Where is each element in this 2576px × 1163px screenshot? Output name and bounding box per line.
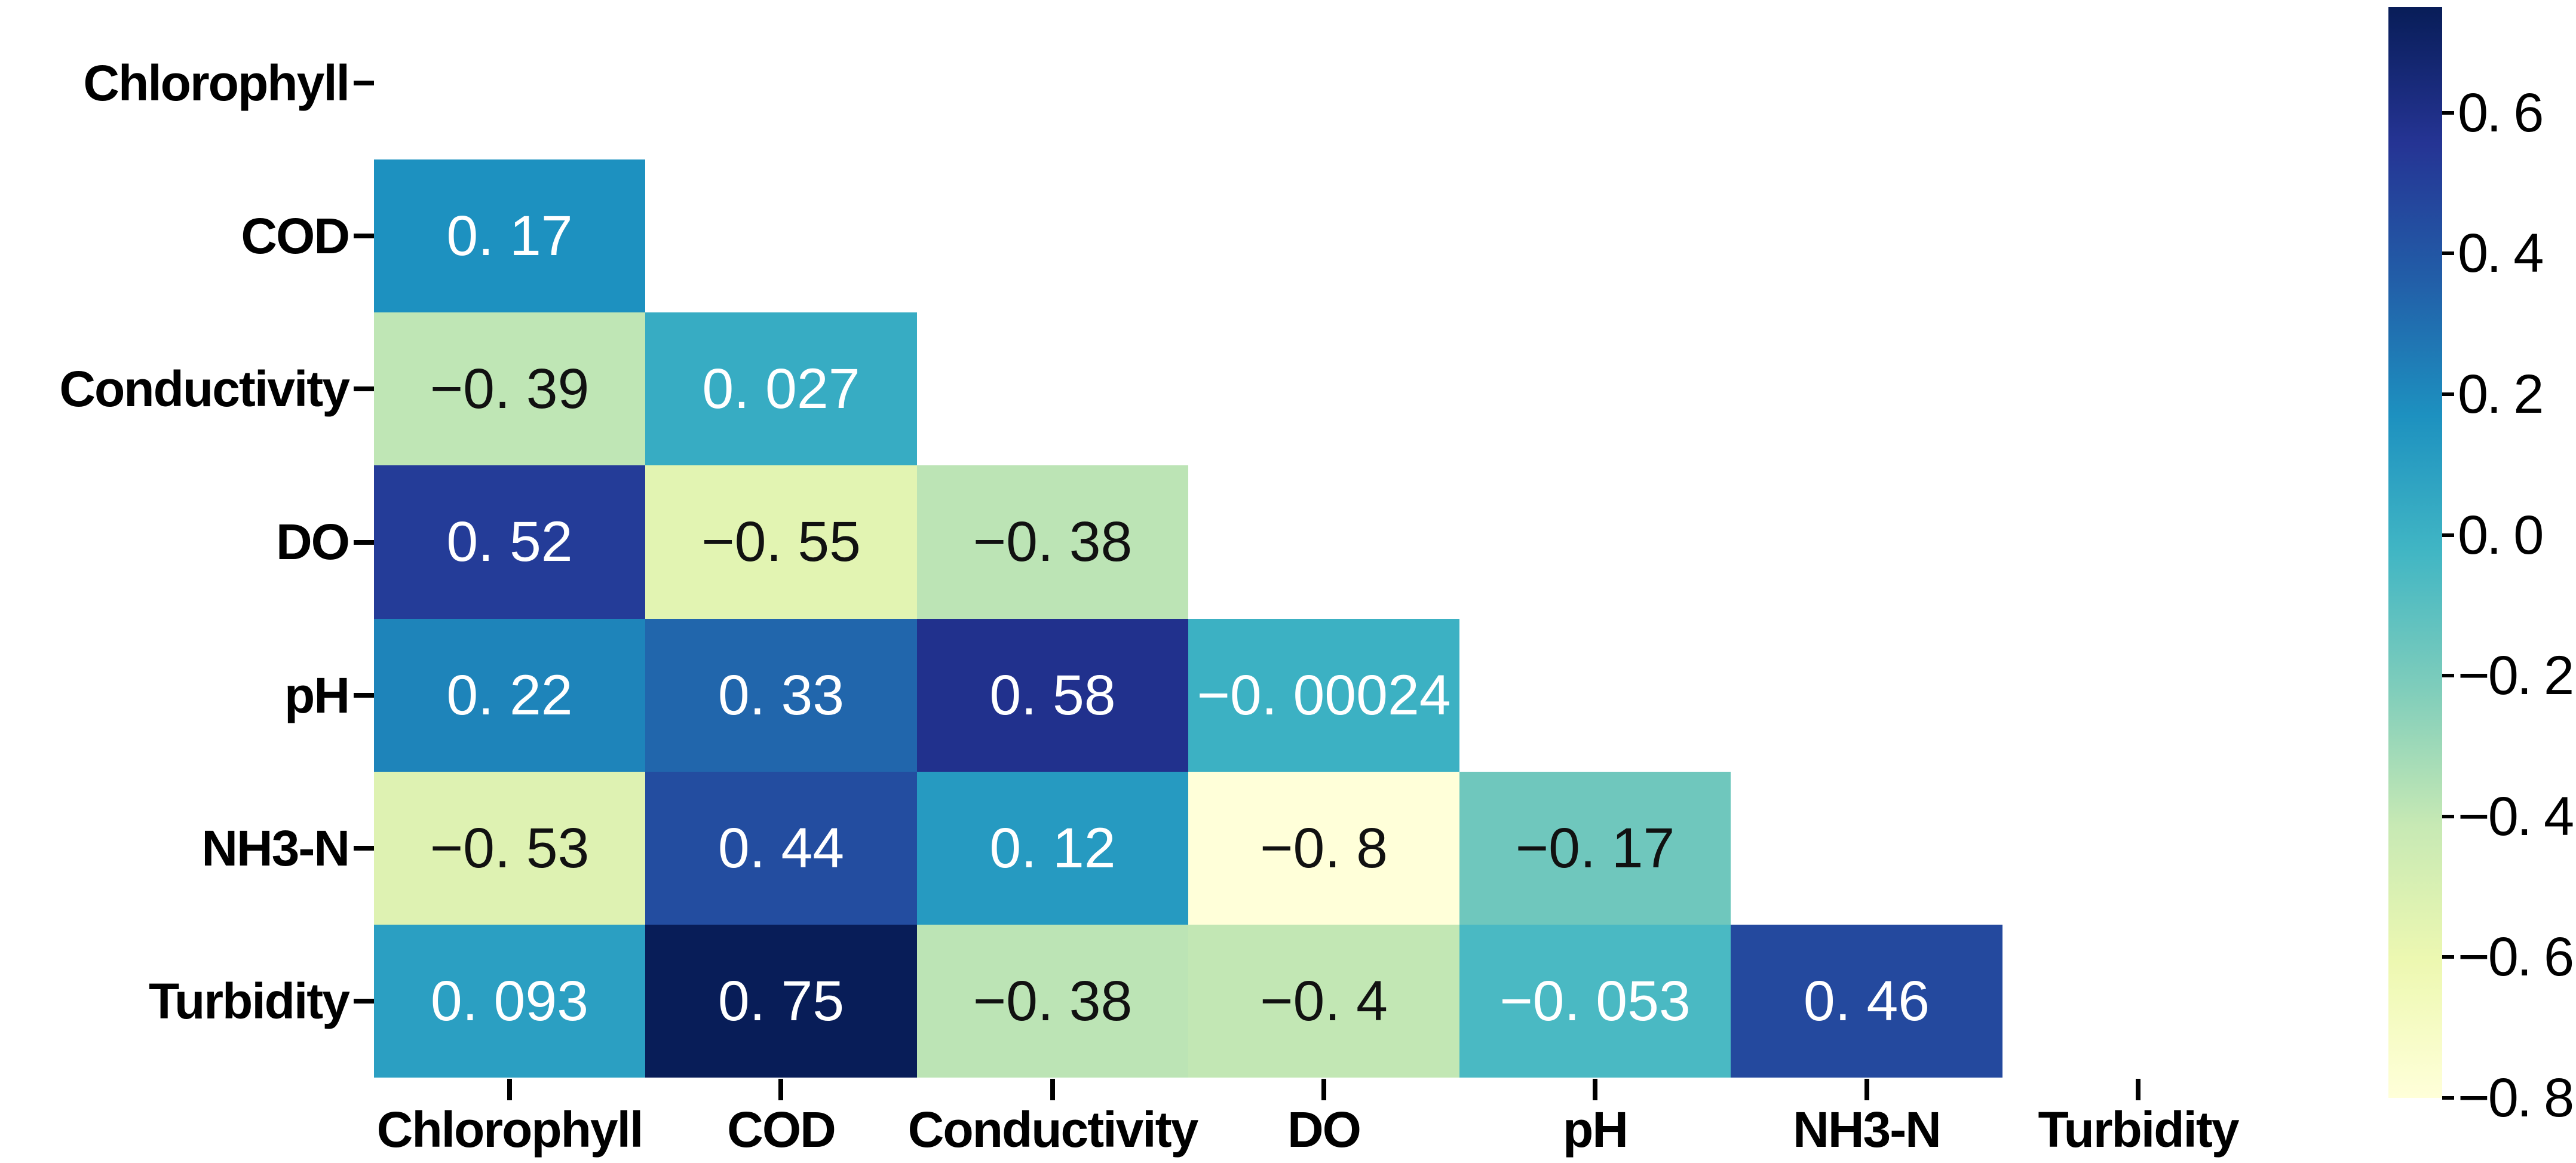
- heatmap-cell: 0. 12: [917, 772, 1188, 925]
- colorbar-tick: [2442, 1096, 2454, 1100]
- colorbar-tick-label: −0. 8: [2458, 1067, 2574, 1128]
- x-axis-tick: [507, 1079, 512, 1100]
- colorbar-tick: [2442, 392, 2454, 396]
- heatmap-cell: 0. 75: [645, 925, 917, 1078]
- x-axis-label-nh3-n: NH3-N: [1793, 1101, 1942, 1158]
- colorbar-tick: [2442, 251, 2454, 255]
- colorbar-tick: [2442, 533, 2454, 537]
- colorbar-tick-label: 0. 4: [2458, 222, 2544, 284]
- colorbar-tick: [2442, 674, 2454, 677]
- colorbar-tick-label: −0. 2: [2458, 645, 2574, 706]
- colorbar-tick-label: 0. 6: [2458, 82, 2544, 143]
- colorbar-tick: [2442, 955, 2454, 959]
- x-axis-tick: [1864, 1079, 1869, 1100]
- x-axis-tick: [778, 1079, 783, 1100]
- colorbar-tick: [2442, 815, 2454, 818]
- heatmap-cell: 0. 33: [645, 619, 917, 772]
- heatmap-cell: −0. 17: [1459, 772, 1731, 925]
- y-axis-tick: [354, 81, 374, 85]
- x-axis-label-chlorophyll: Chlorophyll: [376, 1101, 644, 1158]
- x-axis-tick: [1050, 1079, 1055, 1100]
- y-axis-label-cod: COD: [241, 207, 350, 264]
- y-axis-tick: [354, 540, 374, 545]
- heatmap-cell: 0. 093: [374, 925, 645, 1078]
- colorbar: [2388, 7, 2442, 1098]
- x-axis-tick: [1321, 1079, 1326, 1100]
- y-axis-tick: [354, 846, 374, 851]
- y-axis-label-chlorophyll: Chlorophyll: [83, 54, 350, 111]
- heatmap-cell: −0. 00024: [1188, 619, 1459, 772]
- colorbar-tick: [2442, 111, 2454, 115]
- heatmap-cell: 0. 52: [374, 465, 645, 619]
- y-axis-label-ph: pH: [284, 667, 350, 723]
- x-axis-label-turbidity: Turbidity: [2038, 1101, 2239, 1158]
- x-axis-label-do: DO: [1287, 1101, 1361, 1158]
- x-axis-label-conductivity: Conductivity: [907, 1101, 1199, 1158]
- y-axis-tick: [354, 234, 374, 238]
- heatmap-cell: −0. 55: [645, 465, 917, 619]
- heatmap-cell: −0. 39: [374, 312, 645, 465]
- heatmap-cell: −0. 4: [1188, 925, 1459, 1078]
- heatmap-cell: −0. 53: [374, 772, 645, 925]
- heatmap-cell: 0. 22: [374, 619, 645, 772]
- heatmap-cell: 0. 44: [645, 772, 917, 925]
- colorbar-tick-label: −0. 4: [2458, 785, 2574, 847]
- heatmap-cell: −0. 053: [1459, 925, 1731, 1078]
- heatmap-cell: 0. 58: [917, 619, 1188, 772]
- y-axis-tick: [354, 999, 374, 1004]
- heatmap-cell: 0. 17: [374, 159, 645, 312]
- y-axis-tick: [354, 693, 374, 698]
- y-axis-label-conductivity: Conductivity: [59, 360, 350, 417]
- heatmap-cell: −0. 38: [917, 925, 1188, 1078]
- colorbar-tick-label: 0. 2: [2458, 363, 2544, 425]
- y-axis-label-do: DO: [276, 514, 350, 570]
- y-axis-label-nh3-n: NH3-N: [201, 820, 350, 876]
- heatmap-cell: 0. 027: [645, 312, 917, 465]
- x-axis-tick: [1593, 1079, 1597, 1100]
- y-axis-tick: [354, 386, 374, 391]
- x-axis-tick: [2136, 1079, 2140, 1100]
- heatmap-cell: −0. 38: [917, 465, 1188, 619]
- x-axis-label-cod: COD: [727, 1101, 836, 1158]
- x-axis-label-ph: pH: [1563, 1101, 1629, 1158]
- y-axis-label-turbidity: Turbidity: [148, 972, 350, 1029]
- heatmap-cell: −0. 8: [1188, 772, 1459, 925]
- colorbar-tick-label: 0. 0: [2458, 504, 2544, 566]
- colorbar-tick-label: −0. 6: [2458, 926, 2574, 987]
- heatmap-cell: 0. 46: [1731, 925, 2002, 1078]
